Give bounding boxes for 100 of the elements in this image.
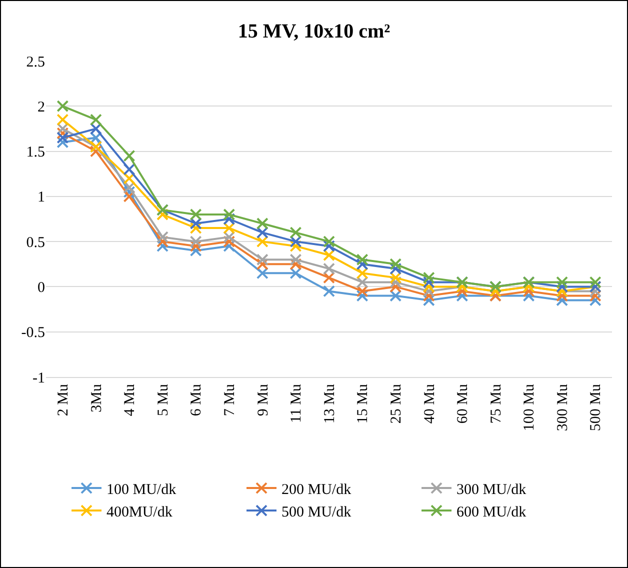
point [256,226,268,239]
y-tick-label: -0.5 [21,325,45,342]
point [156,208,169,220]
point [390,272,402,284]
legend-label: 400MU/dk [106,504,173,520]
point [589,276,602,288]
point [190,222,202,234]
point [323,236,335,248]
point [223,213,236,225]
x-tick-label: 75 Mu [488,384,504,424]
point [156,240,169,252]
point [123,172,136,184]
point [223,231,236,244]
point [256,236,268,248]
legend-label: 600 MU/dk [456,504,527,520]
point [356,290,368,302]
point [190,208,202,220]
point [223,236,236,248]
point [90,122,102,135]
x-tick-label: 3Mu [88,384,105,412]
point [123,190,136,202]
point [56,127,69,140]
point [323,272,335,284]
point [223,240,236,252]
point [390,276,402,288]
point [256,254,268,266]
point [356,285,368,298]
point [290,226,302,239]
x-tick-label: 100 Mu [522,384,538,432]
point [256,218,268,230]
point [256,258,268,270]
x-tick-label: 9 Mu [255,384,272,416]
point [356,267,368,280]
point [422,276,435,288]
point [190,236,202,248]
point [156,231,169,244]
point [123,163,136,176]
point [290,267,302,280]
point [589,290,602,302]
point [556,276,568,288]
point [390,262,402,275]
point [90,132,102,144]
point [556,280,568,293]
x-tick-label: 60 Mu [455,384,472,424]
point [422,290,435,302]
x-tick-label: 5 Mu [155,384,172,416]
point [223,222,236,234]
y-tick-label: 2 [38,99,45,116]
point [422,294,435,306]
point [56,136,69,148]
point [323,249,335,262]
point [156,236,169,248]
x-tick-label: 2 Mu [56,384,72,416]
point [123,150,136,162]
point [290,236,302,248]
x-tick-label: 11 Mu [288,384,305,424]
point [390,258,402,270]
point [56,114,69,126]
x-tick-label: 13 Mu [322,384,338,424]
point [390,290,402,302]
point [190,240,202,252]
point [290,240,302,252]
x-tick-label: 7 Mu [222,384,238,416]
y-tick-label: 1.5 [26,144,45,161]
x-tick-label: 4 Mu [122,384,138,416]
x-tick-label: 40 Mu [422,384,438,424]
point [589,294,602,306]
y-tick-label: 0.5 [26,234,45,251]
y-tick-label: 2.5 [26,54,45,70]
point [290,258,302,270]
legend-label: 300 MU/dk [456,482,527,498]
x-tick-label: 25 Mu [388,384,404,424]
point [123,186,136,198]
point [323,240,335,252]
x-tick-label: 500 Mu [588,384,604,432]
y-tick-label: 0 [38,280,45,296]
y-tick-label: 1 [38,190,45,206]
legend-label: 100 MU/dk [106,482,177,498]
point [422,285,435,298]
y-tick-label: -1 [32,370,45,386]
legend-label: 500 MU/dk [282,504,352,520]
point [356,276,368,288]
point [356,254,368,266]
point [56,122,69,135]
point [290,254,302,266]
point [323,285,335,298]
x-tick-label: 6 Mu [188,384,205,416]
x-tick-label: 300 Mu [554,384,571,432]
x-tick-label: 15 Mu [355,384,372,424]
legend-label: 200 MU/dk [282,482,352,498]
point [422,280,435,293]
point [223,208,236,220]
point [190,218,202,230]
point [90,145,102,158]
point [356,258,368,270]
point [323,262,335,275]
point [56,132,69,144]
point [422,272,435,284]
point [56,100,69,112]
chart-title: 15 MV, 10x10 cm² [238,20,390,43]
